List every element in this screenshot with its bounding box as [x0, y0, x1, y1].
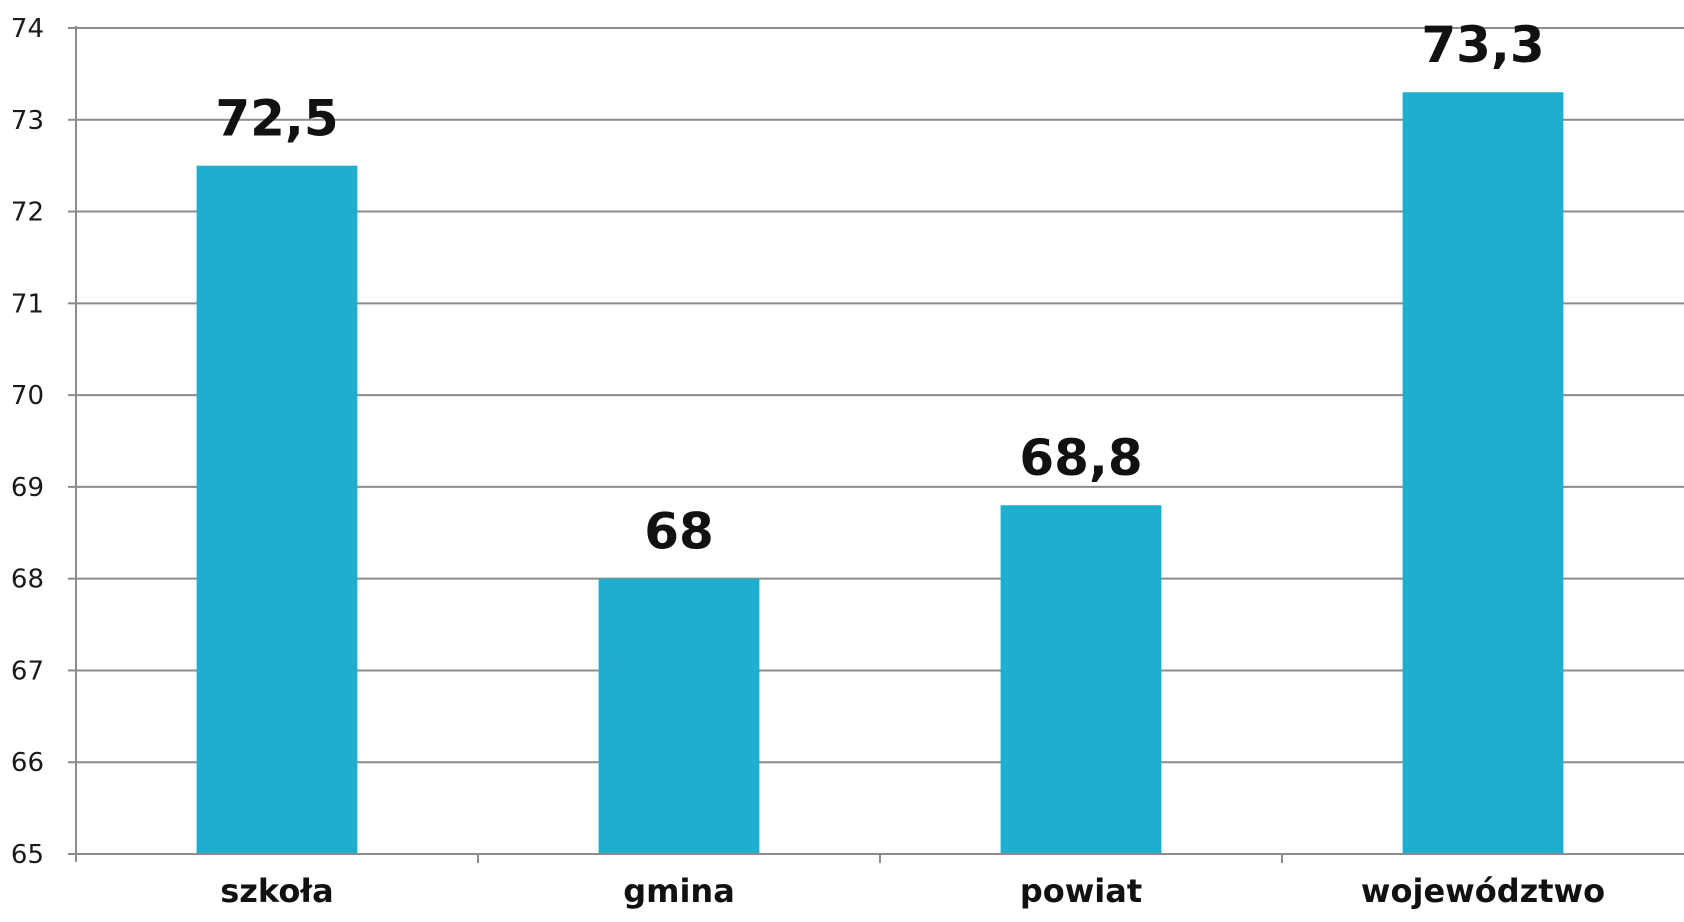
x-tick-label: województwo: [1361, 872, 1605, 910]
y-tick-label: 70: [11, 381, 44, 411]
y-tick-label: 74: [11, 14, 44, 44]
y-tick-label: 72: [11, 198, 44, 228]
bar-2: [598, 578, 760, 854]
x-tick-label: powiat: [1020, 872, 1142, 910]
bar-1: [196, 165, 358, 854]
data-label: 68: [644, 503, 714, 561]
data-label: 73,3: [1421, 16, 1544, 74]
y-tick-label: 66: [11, 748, 44, 778]
bar-4: [1402, 92, 1564, 854]
y-tick-label: 69: [11, 473, 44, 503]
y-tick-label: 73: [11, 106, 44, 136]
y-tick-label: 65: [11, 840, 44, 870]
x-tick-label: szkoła: [220, 872, 334, 910]
y-tick-label: 71: [11, 289, 44, 319]
bars: [196, 92, 1564, 854]
y-tick-label: 68: [11, 565, 44, 595]
y-tick-label: 67: [11, 656, 44, 686]
axes: [68, 26, 1684, 863]
bar-3: [1000, 505, 1162, 854]
labels: 65 66 67 68 69 70 71 72 73 74 72,5 szkoła 68 gmina 68,…: [11, 14, 1605, 910]
x-tick-label: gmina: [623, 872, 735, 910]
data-label: 72,5: [215, 90, 338, 148]
data-label: 68,8: [1019, 429, 1142, 487]
